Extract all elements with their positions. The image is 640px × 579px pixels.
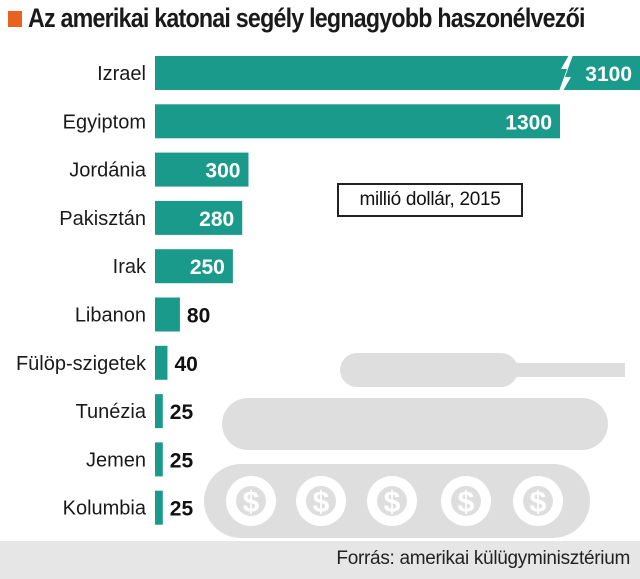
bar-0	[155, 56, 640, 90]
bar-3	[155, 200, 243, 235]
value-label-3: 280	[199, 208, 234, 231]
wheel-hub	[523, 486, 553, 516]
tank-hull	[222, 398, 608, 450]
wheel-dollar-sign: $	[384, 486, 401, 519]
wheel-hub	[451, 486, 481, 516]
tank-icon: $ $ $ $ $	[204, 353, 625, 538]
value-label-5: 80	[187, 305, 210, 328]
category-label-0: Izrael	[97, 63, 146, 85]
wheel-hub	[377, 486, 407, 516]
wheel-dollar-icon: $	[226, 476, 276, 526]
title-bar: Az amerikai katonai segély legnagyobb ha…	[0, 0, 640, 44]
category-label-8: Jemen	[86, 449, 146, 471]
value-label-4: 250	[190, 256, 225, 279]
tank-gun	[505, 363, 625, 377]
wheel-dollar-icon: $	[513, 476, 563, 526]
value-labels: 3100 1300 300 280 250 80 40 25 25 25	[170, 63, 632, 521]
wheel-dollar-sign: $	[458, 486, 475, 519]
footer: Forrás: amerikai külügyminisztérium	[0, 541, 640, 579]
wheel-dollar-sign: $	[530, 486, 547, 519]
bar-2	[155, 152, 249, 187]
value-label-2: 300	[205, 160, 240, 183]
category-label-6: Fülöp-szigetek	[16, 353, 147, 375]
wheel-hub	[306, 486, 336, 516]
source-note: Forrás: amerikai külügyminisztérium	[336, 548, 630, 569]
value-label-6: 40	[174, 353, 197, 376]
bar-1	[155, 104, 560, 139]
category-label-5: Libanon	[75, 305, 146, 327]
category-label-3: Pakisztán	[59, 208, 146, 230]
value-label-9: 25	[170, 498, 194, 521]
chart-title: Az amerikai katonai segély legnagyobb ha…	[28, 3, 585, 33]
category-label-4: Irak	[113, 256, 147, 278]
category-label-9: Kolumbia	[63, 498, 147, 520]
category-label-1: Egyiptom	[63, 111, 146, 133]
value-label-7: 25	[170, 401, 194, 424]
wheel-dollar-sign: $	[243, 486, 260, 519]
category-labels: Izrael Egyiptom Jordánia Pakisztán Irak Liban…	[16, 63, 147, 520]
category-label-2: Jordánia	[69, 160, 147, 182]
wheel-dollar-icon: $	[367, 476, 417, 526]
bar-4	[155, 249, 233, 284]
bar-9	[155, 490, 163, 525]
wheel-dollar-sign: $	[313, 486, 330, 519]
category-label-7: Tunézia	[76, 401, 147, 423]
value-label-1: 1300	[505, 111, 552, 134]
bar-7	[155, 394, 163, 429]
wheel-dollar-icon: $	[296, 476, 346, 526]
bar-8	[155, 442, 163, 477]
bar-6	[155, 345, 168, 380]
tank-turret	[340, 353, 518, 387]
bar-5	[155, 297, 180, 332]
wheel-dollar-icon: $	[441, 476, 491, 526]
title-accent-square	[8, 11, 22, 27]
wheel-hub	[236, 486, 266, 516]
value-label-8: 25	[170, 449, 194, 472]
axis-break-icon	[559, 55, 573, 91]
value-label-0: 3100	[585, 63, 632, 86]
unit-note-box: millió dollár, 2015	[337, 183, 523, 217]
bars	[155, 55, 640, 525]
